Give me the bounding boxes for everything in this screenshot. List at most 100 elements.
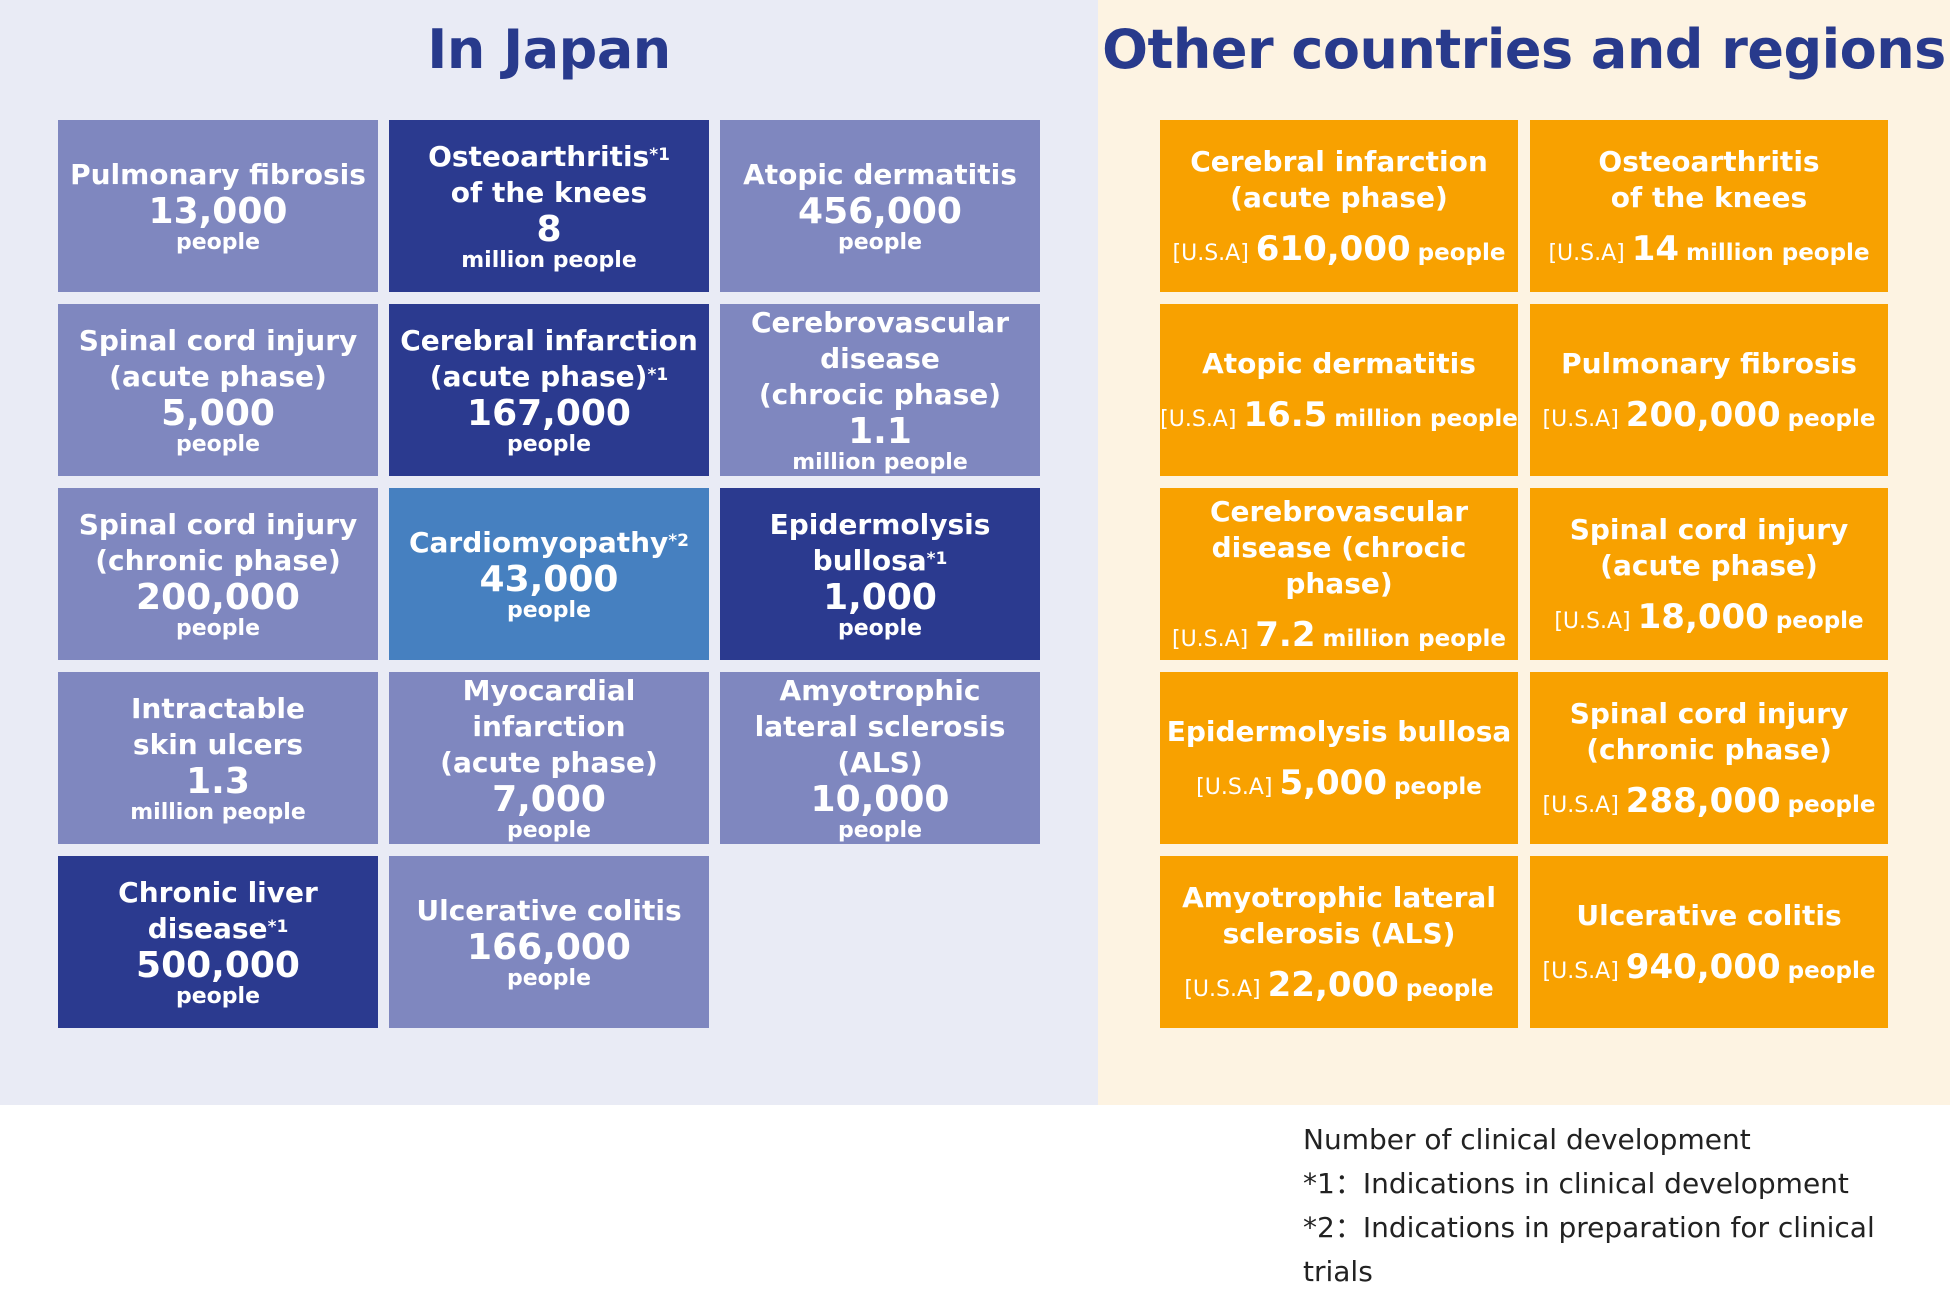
indication-name: Amyotrophic lateral sclerosis (ALS) xyxy=(1182,881,1496,950)
indication-name: Chronic liver disease*1 xyxy=(118,876,318,945)
patient-unit: million people xyxy=(130,800,306,825)
japan-indication-card: Cardiomyopathy*2 43,000 people xyxy=(389,488,709,660)
patient-unit: people xyxy=(507,598,591,623)
other-indication-card: Cerebral infarction (acute phase) [U.S.A] 6… xyxy=(1160,120,1518,292)
indication-name: Cerebral infarction (acute phase)*1 xyxy=(400,324,698,393)
patient-count: 610,000 xyxy=(1255,229,1411,269)
indication-name: Pulmonary fibrosis xyxy=(1561,347,1857,380)
japan-indication-card: Myocardial infarction (acute phase) 7,000 p… xyxy=(389,672,709,844)
region-label: [U.S.A] xyxy=(1548,241,1625,266)
patient-count: 5,000 xyxy=(1279,763,1387,803)
japan-indication-card: Osteoarthritis*1 of the knees 8 million peo… xyxy=(389,120,709,292)
patient-unit: million people xyxy=(792,450,968,475)
japan-indication-card: Epidermolysis bullosa*1 1,000 people xyxy=(720,488,1040,660)
patient-unit: people xyxy=(176,616,260,641)
indication-name: Intractable skin ulcers xyxy=(131,692,305,761)
patient-unit: people xyxy=(1417,240,1506,266)
patient-unit: people xyxy=(1787,792,1876,818)
japan-indication-card: Intractable skin ulcers 1.3 million people xyxy=(58,672,378,844)
other-grid: Cerebral infarction (acute phase) [U.S.A] 6… xyxy=(1160,120,1888,1028)
patient-count: 8 xyxy=(536,209,562,250)
indication-name: Spinal cord injury (acute phase) xyxy=(78,324,358,393)
patient-count: 200,000 xyxy=(136,577,300,618)
usa-stat: [U.S.A] 14 million people xyxy=(1548,230,1869,268)
patient-count: 5,000 xyxy=(161,393,275,434)
indication-name: Cerebral infarction (acute phase) xyxy=(1190,145,1488,214)
other-panel: Other countries and regions Cerebral inf… xyxy=(1098,0,1950,1105)
indication-name: Atopic dermatitis xyxy=(743,158,1017,191)
japan-indication-card: Spinal cord injury (chronic phase) 200,000… xyxy=(58,488,378,660)
japan-title: In Japan xyxy=(427,18,671,81)
patient-unit: people xyxy=(1787,958,1876,984)
usa-stat: [U.S.A] 610,000 people xyxy=(1173,230,1506,268)
indication-name: Epidermolysis bullosa*1 xyxy=(769,508,991,577)
indication-name: Myocardial infarction (acute phase) xyxy=(440,674,658,779)
other-indication-card: Ulcerative colitis [U.S.A] 940,000 people xyxy=(1530,856,1888,1028)
japan-indication-card: Pulmonary fibrosis 13,000 people xyxy=(58,120,378,292)
patient-count: 1,000 xyxy=(823,577,937,618)
usa-stat: [U.S.A] 7.2 million people xyxy=(1172,616,1506,654)
patient-count: 18,000 xyxy=(1637,597,1769,637)
patient-unit: people xyxy=(176,432,260,457)
region-label: [U.S.A] xyxy=(1172,241,1249,266)
other-indication-card: Epidermolysis bullosa [U.S.A] 5,000 people xyxy=(1160,672,1518,844)
japan-panel: In Japan Pulmonary fibrosis 13,000 people O… xyxy=(0,0,1098,1105)
indication-name: Pulmonary fibrosis xyxy=(70,158,366,191)
patient-unit: million people xyxy=(1322,626,1507,652)
patient-count: 288,000 xyxy=(1625,781,1781,821)
patient-count: 7.2 xyxy=(1255,615,1316,655)
japan-indication-card: Spinal cord injury (acute phase) 5,000 peop… xyxy=(58,304,378,476)
other-indication-card: Osteoarthritis of the knees [U.S.A] 14 milli… xyxy=(1530,120,1888,292)
indication-name: Ulcerative colitis xyxy=(1576,899,1842,932)
usa-stat: [U.S.A] 5,000 people xyxy=(1196,764,1482,802)
patient-unit: people xyxy=(176,984,260,1009)
region-label: [U.S.A] xyxy=(1542,793,1619,818)
indication-name: Cardiomyopathy*2 xyxy=(408,526,690,559)
patient-count: 167,000 xyxy=(467,393,631,434)
other-indication-card: Spinal cord injury (acute phase) [U.S.A] 18… xyxy=(1530,488,1888,660)
patient-unit: people xyxy=(1775,608,1864,634)
legend-line: *1：Indications in clinical development xyxy=(1303,1167,1849,1200)
usa-stat: [U.S.A] 18,000 people xyxy=(1554,598,1863,636)
usa-stat: [U.S.A] 22,000 people xyxy=(1184,966,1493,1004)
other-indication-card: Pulmonary fibrosis [U.S.A] 200,000 people xyxy=(1530,304,1888,476)
indication-name: Cerebrovascular disease (chrocic phase) xyxy=(1209,495,1469,600)
indication-name: Amyotrophic lateral sclerosis (ALS) xyxy=(754,674,1006,779)
region-label: [U.S.A] xyxy=(1196,775,1273,800)
region-label: [U.S.A] xyxy=(1171,627,1249,652)
patient-count: 456,000 xyxy=(798,191,962,232)
usa-stat: [U.S.A] 288,000 people xyxy=(1543,782,1876,820)
japan-indication-card: Amyotrophic lateral sclerosis (ALS) 10,000… xyxy=(720,672,1040,844)
patient-count: 500,000 xyxy=(136,945,300,986)
japan-indication-card: Ulcerative colitis 166,000 people xyxy=(389,856,709,1028)
patient-unit: people xyxy=(838,616,922,641)
patient-count: 200,000 xyxy=(1625,395,1781,435)
region-label: [U.S.A] xyxy=(1542,959,1619,984)
indication-name: Cerebrovascular disease (chrocic phase) xyxy=(750,306,1010,411)
patient-unit: people xyxy=(507,966,591,991)
patient-count: 7,000 xyxy=(492,779,606,820)
japan-indication-card: Atopic dermatitis 456,000 people xyxy=(720,120,1040,292)
other-indication-card: Amyotrophic lateral sclerosis (ALS) [U.S.A… xyxy=(1160,856,1518,1028)
patient-count: 43,000 xyxy=(479,559,619,600)
patient-unit: people xyxy=(838,230,922,255)
indication-name: Atopic dermatitis xyxy=(1202,347,1476,380)
usa-stat: [U.S.A] 16.5 million people xyxy=(1160,396,1518,434)
japan-indication-card: Chronic liver disease*1 500,000 people xyxy=(58,856,378,1028)
legend-line: Number of clinical development xyxy=(1303,1123,1751,1156)
japan-indication-card: Cerebrovascular disease (chrocic phase) 1.1… xyxy=(720,304,1040,476)
patient-count: 16.5 xyxy=(1243,395,1328,435)
patient-unit: people xyxy=(1405,976,1494,1002)
indication-name: Epidermolysis bullosa xyxy=(1166,715,1512,748)
legend: Number of clinical development *1：Indica… xyxy=(1303,1118,1950,1294)
patient-unit: million people xyxy=(1334,406,1518,432)
patient-count: 22,000 xyxy=(1267,965,1399,1005)
patient-count: 14 xyxy=(1631,229,1680,269)
patient-count: 1.1 xyxy=(848,411,912,452)
region-label: [U.S.A] xyxy=(1554,609,1631,634)
indication-name: Spinal cord injury (chronic phase) xyxy=(78,508,358,577)
patient-unit: people xyxy=(1787,406,1876,432)
region-label: [U.S.A] xyxy=(1160,407,1237,432)
indication-name: Spinal cord injury (chronic phase) xyxy=(1569,697,1849,766)
patient-unit: million people xyxy=(461,248,637,273)
